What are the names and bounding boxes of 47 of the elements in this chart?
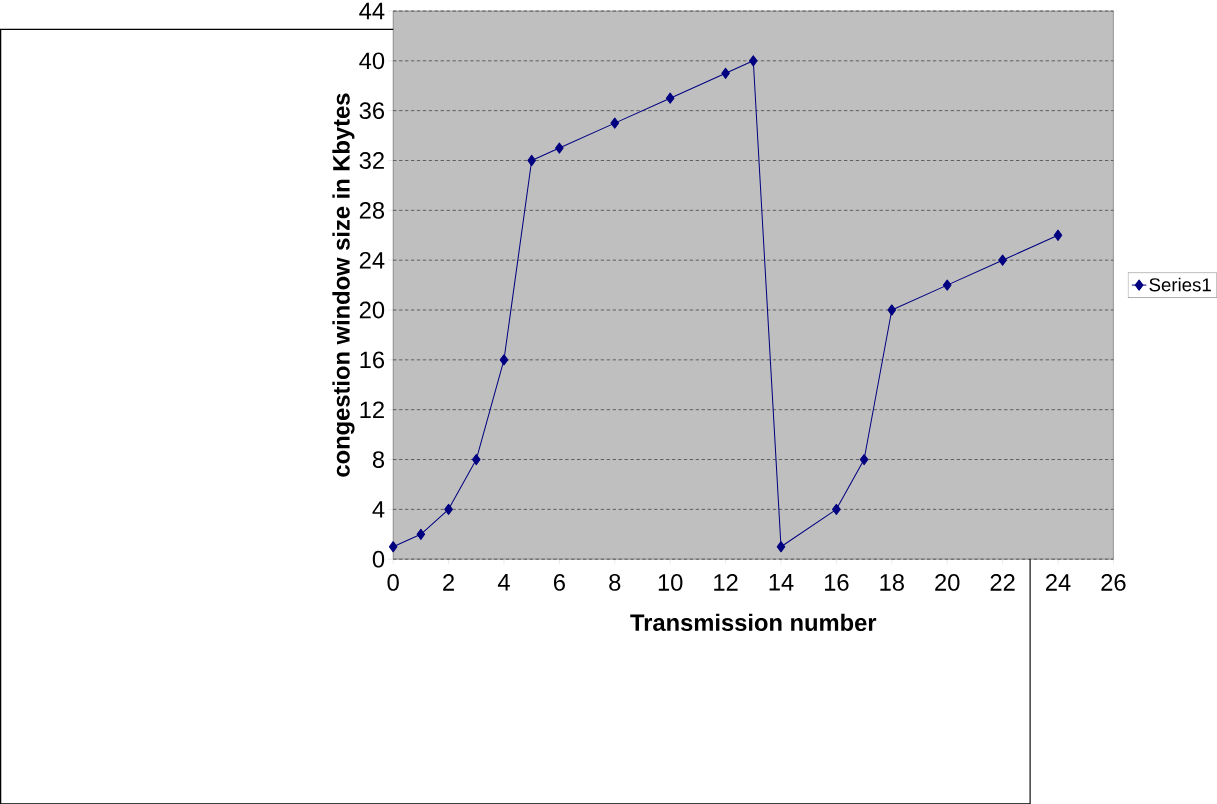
x-tick-label: 18	[880, 573, 904, 591]
y-tick-label: 8	[372, 450, 385, 468]
y-tick-label: 36	[359, 102, 385, 119]
y-tick-label: 28	[359, 201, 385, 219]
y-axis-title: congestion window size in Kbytes	[332, 93, 355, 477]
x-tick-label: 14	[769, 573, 794, 591]
point	[748, 55, 758, 67]
y-tick-label: 16	[360, 351, 385, 369]
point	[444, 503, 453, 515]
y-tick-label: 40	[359, 52, 385, 69]
point	[887, 304, 897, 316]
x-tick-label: 6	[553, 573, 565, 591]
point	[1053, 229, 1063, 241]
point	[471, 453, 481, 465]
point	[776, 540, 786, 553]
point	[665, 92, 675, 104]
y-tick-label: 12	[360, 401, 384, 418]
y-tick-label: 32	[359, 151, 384, 169]
x-tick-label: 4	[497, 573, 510, 591]
x-tick-label: 0	[387, 573, 399, 591]
point	[998, 254, 1007, 266]
point	[416, 528, 426, 540]
y-tick-label: 24	[359, 251, 385, 269]
legend-label: Series1	[1149, 277, 1211, 292]
y-tick-label: 4	[372, 500, 385, 518]
y-tick-label: 20	[359, 301, 385, 319]
x-tick-label: 8	[609, 573, 621, 591]
point	[388, 540, 398, 553]
x-tick-label: 24	[1046, 573, 1071, 591]
point	[527, 154, 536, 166]
y-tick-label: 0	[372, 550, 385, 568]
x-tick-label: 10	[658, 573, 683, 591]
x-tick-label: 16	[825, 573, 849, 591]
point	[499, 354, 509, 366]
x-tick-label: 12	[714, 573, 738, 591]
point	[555, 142, 564, 154]
point	[721, 67, 730, 79]
x-tick-label: 22	[990, 573, 1015, 591]
x-tick-label: 26	[1101, 573, 1126, 591]
x-tick-label: 2	[443, 573, 454, 591]
x-tick-label: 20	[935, 573, 960, 591]
point	[832, 503, 841, 515]
x-axis-title: Transmission number	[630, 613, 877, 631]
point	[859, 453, 869, 465]
point	[610, 117, 620, 129]
y-tick-label: 44	[359, 2, 385, 19]
point	[942, 279, 952, 291]
